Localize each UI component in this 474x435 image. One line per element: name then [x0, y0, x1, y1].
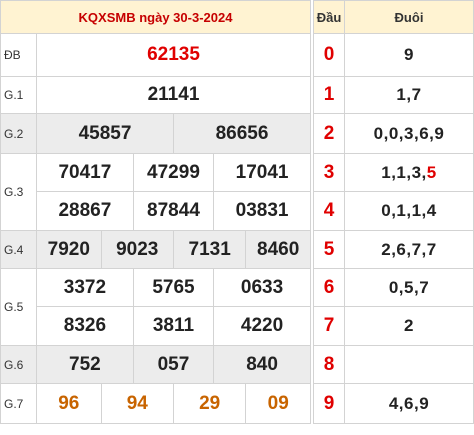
prize-label-g3: G.3	[0, 153, 37, 231]
prize-g5-value: 0633	[213, 268, 311, 307]
prize-g3-value: 03831	[213, 191, 311, 231]
prize-label-g5: G.5	[0, 268, 37, 346]
loto-tail: 4,6,9	[344, 383, 474, 424]
loto-head: 9	[313, 383, 345, 424]
prize-g5-value: 3372	[36, 268, 134, 307]
prize-g3-value: 28867	[36, 191, 134, 231]
prize-g3-value: 70417	[36, 153, 134, 192]
loto-head: 6	[313, 268, 345, 307]
prize-label-g7: G.7	[0, 383, 37, 424]
prize-label-db: ĐB	[0, 33, 37, 77]
prize-db-value: 62135	[36, 33, 311, 77]
loto-tail: 0,5,7	[344, 268, 474, 307]
prize-g5-value: 3811	[132, 306, 215, 346]
loto-tail-plain: 1,1,3,	[381, 162, 427, 182]
prize-g5-value: 8326	[36, 306, 134, 346]
loto-head: 8	[313, 345, 345, 384]
loto-head: 0	[313, 33, 345, 77]
loto-head: 2	[313, 113, 345, 154]
prize-g3-value: 47299	[132, 153, 215, 192]
prize-label-g1: G.1	[0, 76, 37, 114]
prize-g3-value: 17041	[213, 153, 311, 192]
loto-tail: 0,0,3,6,9	[344, 113, 474, 154]
loto-tail	[344, 345, 474, 384]
loto-tail: 0,1,1,4	[344, 191, 474, 231]
results-table: KQXSMB ngày 30-3-2024 ĐB 62135 G.1 21141…	[0, 0, 312, 424]
duoi-header: Đuôi	[344, 0, 474, 34]
loto-tail: 2,6,7,7	[344, 230, 474, 269]
loto-tail: 2	[344, 306, 474, 346]
prize-g4-value: 9023	[100, 230, 174, 269]
loto-tail: 9	[344, 33, 474, 77]
prize-g5-value: 4220	[213, 306, 311, 346]
loto-table: Đầu Đuôi 0 9 1 1,7 2 0,0,3,6,9 3 1,1,3,5…	[313, 0, 474, 424]
prize-g5-value: 5765	[132, 268, 215, 307]
prize-g6-value: 752	[36, 345, 134, 384]
prize-g4-value: 7131	[172, 230, 247, 269]
results-title: KQXSMB ngày 30-3-2024	[0, 0, 311, 34]
prize-g4-value: 7920	[36, 230, 102, 269]
prize-g7-value: 96	[36, 383, 102, 424]
prize-label-g2: G.2	[0, 113, 37, 154]
prize-g7-value: 29	[172, 383, 247, 424]
loto-head: 3	[313, 153, 345, 192]
prize-g2-value: 86656	[172, 113, 312, 154]
prize-label-g4: G.4	[0, 230, 37, 269]
prize-label-g6: G.6	[0, 345, 37, 384]
prize-g4-value: 8460	[245, 230, 311, 269]
loto-head: 1	[313, 76, 345, 114]
prize-g2-value: 45857	[36, 113, 174, 154]
loto-head: 4	[313, 191, 345, 231]
loto-head: 7	[313, 306, 345, 346]
prize-g7-value: 09	[245, 383, 311, 424]
prize-g3-value: 87844	[132, 191, 215, 231]
loto-tail: 1,1,3,5	[344, 153, 474, 192]
prize-g6-value: 057	[132, 345, 215, 384]
loto-tail: 1,7	[344, 76, 474, 114]
loto-head: 5	[313, 230, 345, 269]
prize-g1-value: 21141	[36, 76, 311, 114]
prize-g7-value: 94	[100, 383, 174, 424]
dau-header: Đầu	[313, 0, 345, 34]
prize-g6-value: 840	[213, 345, 311, 384]
loto-tail-highlight: 5	[426, 162, 437, 182]
